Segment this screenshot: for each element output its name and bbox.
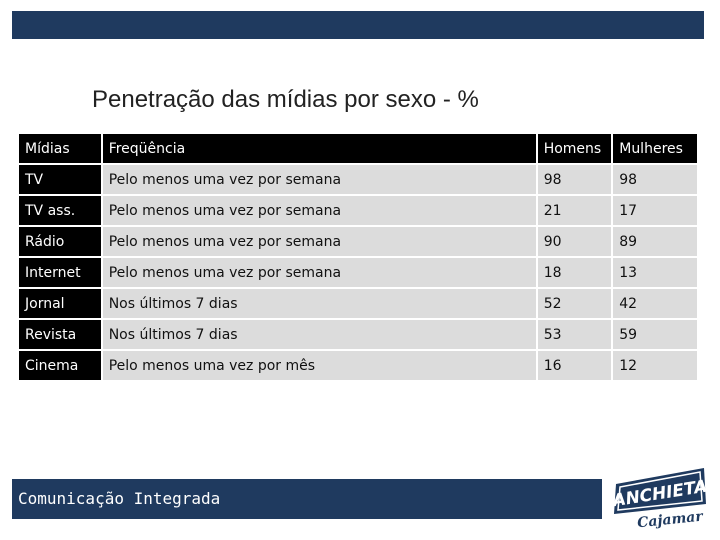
men-value-cell: 18 [537, 258, 612, 287]
footer-bar: Comunicação Integrada [12, 479, 602, 519]
table-row: TV ass. Pelo menos uma vez por semana 21… [19, 196, 697, 225]
table-row: TV Pelo menos uma vez por semana 98 98 [19, 165, 697, 194]
frequency-cell: Pelo menos uma vez por semana [102, 196, 536, 225]
frequency-cell: Pelo menos uma vez por semana [102, 227, 536, 256]
men-value-cell: 21 [537, 196, 612, 225]
logo-badge-outline [617, 471, 703, 511]
frequency-cell: Pelo menos uma vez por semana [102, 165, 536, 194]
men-value-cell: 53 [537, 320, 612, 349]
table-row: Internet Pelo menos uma vez por semana 1… [19, 258, 697, 287]
women-value-cell: 42 [613, 289, 697, 318]
media-name-cell: Rádio [19, 227, 101, 256]
table-row: Rádio Pelo menos uma vez por semana 90 8… [19, 227, 697, 256]
women-value-cell: 89 [613, 227, 697, 256]
header-homens: Homens [537, 134, 612, 163]
table-row: Cinema Pelo menos uma vez por mês 16 12 [19, 351, 697, 380]
women-value-cell: 17 [613, 196, 697, 225]
footer-text: Comunicação Integrada [18, 489, 221, 508]
women-value-cell: 59 [613, 320, 697, 349]
media-name-cell: Cinema [19, 351, 101, 380]
table-row: Jornal Nos últimos 7 dias 52 42 [19, 289, 697, 318]
media-name-cell: Internet [19, 258, 101, 287]
women-value-cell: 12 [613, 351, 697, 380]
men-value-cell: 98 [537, 165, 612, 194]
women-value-cell: 13 [613, 258, 697, 287]
media-name-cell: TV [19, 165, 101, 194]
men-value-cell: 52 [537, 289, 612, 318]
frequency-cell: Nos últimos 7 dias [102, 289, 536, 318]
anchieta-logo: ANCHIETA Cajamar [609, 468, 709, 530]
frequency-cell: Nos últimos 7 dias [102, 320, 536, 349]
frequency-cell: Pelo menos uma vez por mês [102, 351, 536, 380]
table-header-row: Mídias Freqüência Homens Mulheres [19, 134, 697, 163]
slide-title: Penetração das mídias por sexo - % [92, 86, 479, 113]
header-mulheres: Mulheres [613, 134, 697, 163]
media-name-cell: TV ass. [19, 196, 101, 225]
top-banner-bar [12, 11, 704, 39]
frequency-cell: Pelo menos uma vez por semana [102, 258, 536, 287]
women-value-cell: 98 [613, 165, 697, 194]
header-midias: Mídias [19, 134, 101, 163]
media-name-cell: Jornal [19, 289, 101, 318]
media-penetration-table: Mídias Freqüência Homens Mulheres TV Pel… [17, 132, 699, 382]
media-name-cell: Revista [19, 320, 101, 349]
men-value-cell: 16 [537, 351, 612, 380]
men-value-cell: 90 [537, 227, 612, 256]
header-frequencia: Freqüência [102, 134, 536, 163]
logo-subtext: Cajamar [637, 508, 706, 530]
table-row: Revista Nos últimos 7 dias 53 59 [19, 320, 697, 349]
